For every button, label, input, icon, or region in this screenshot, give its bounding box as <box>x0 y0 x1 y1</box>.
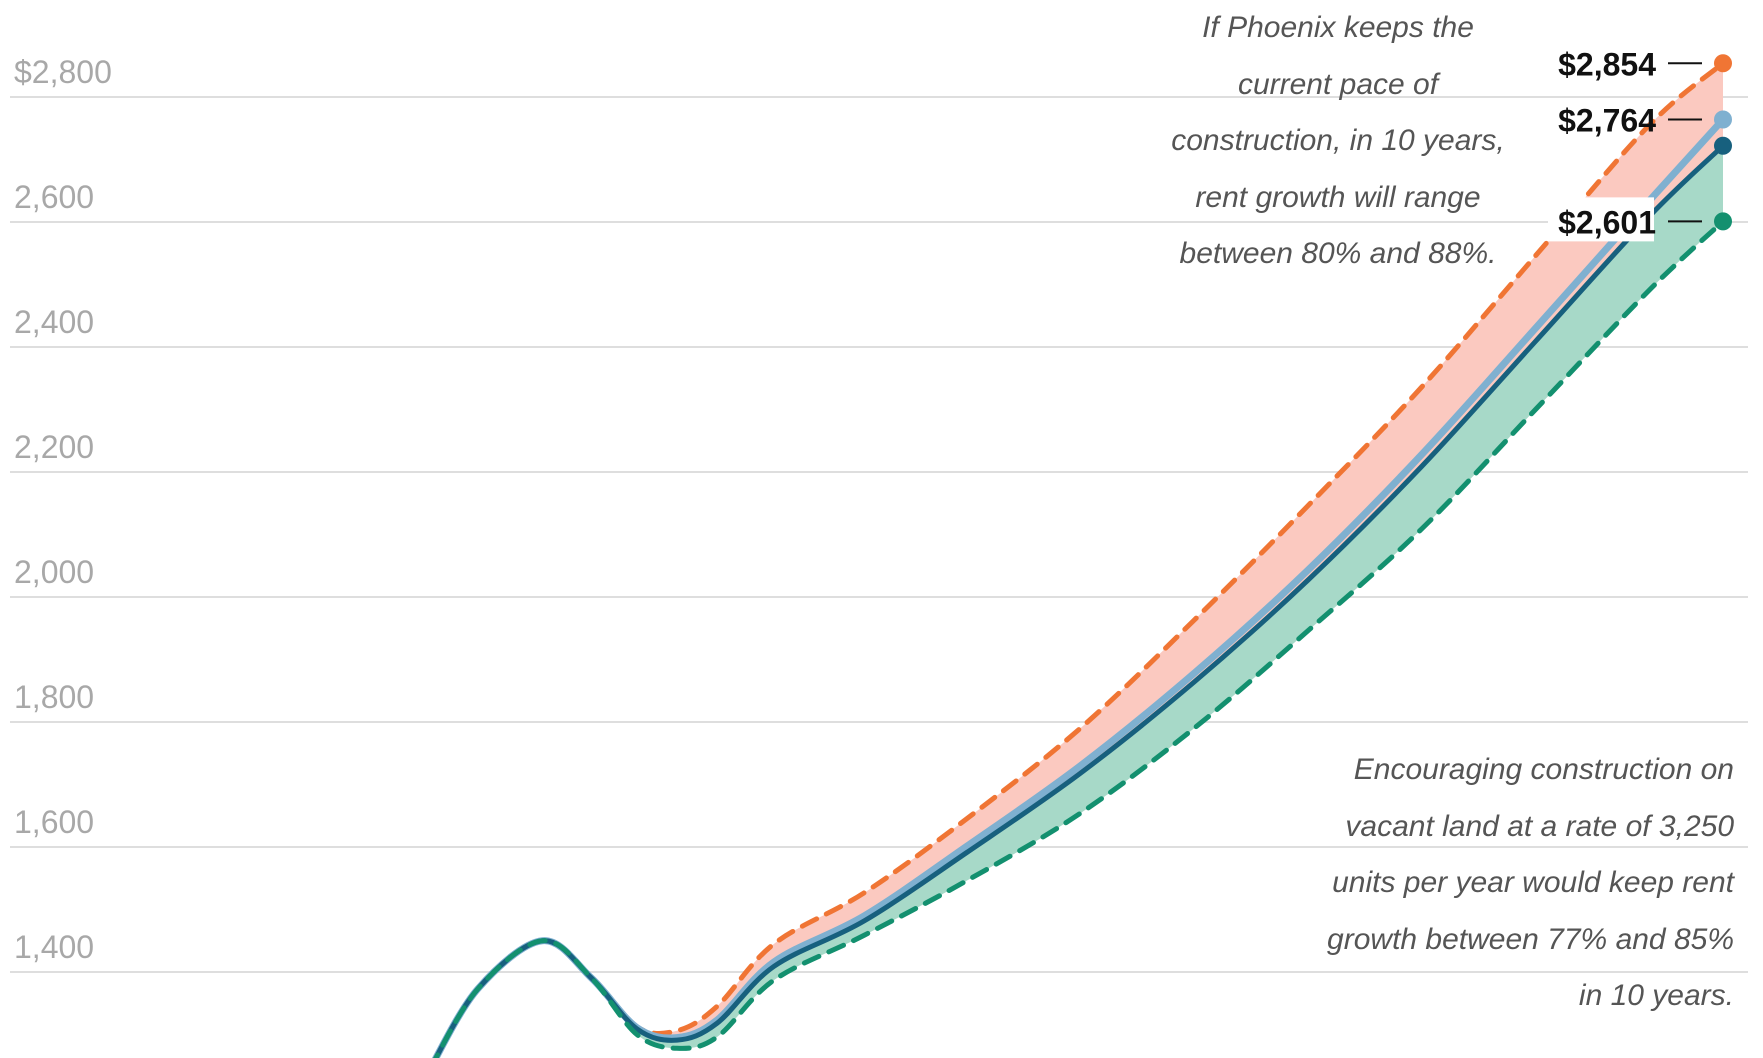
annotation-bottom-line: growth between 77% and 85% <box>1327 922 1734 956</box>
annotation-top-line: rent growth will range <box>1195 180 1481 214</box>
end-label-central-light: $2,764 <box>1558 103 1656 139</box>
end-dot-central-light <box>1714 110 1732 129</box>
annotation-bottom-line: Encouraging construction on <box>1353 753 1734 786</box>
end-dot-central <box>1714 136 1732 155</box>
annotation-top-line: construction, in 10 years, <box>1171 124 1505 157</box>
end-label-bg <box>1548 197 1654 242</box>
y-tick-label: 2,200 <box>14 429 94 465</box>
annotation-top-line: If Phoenix keeps the <box>1202 11 1474 44</box>
series-line-high <box>433 60 1726 1058</box>
annotation-bottom-line: in 10 years. <box>1578 979 1734 1012</box>
annotation-top: If Phoenix keeps the current pace of con… <box>1118 0 1558 283</box>
end-label-high: $2,854 <box>1558 46 1656 82</box>
y-tick-label: 1,600 <box>14 804 94 840</box>
annotation-top-line: current pace of <box>1237 67 1439 101</box>
series-line-central <box>433 143 1726 1058</box>
annotation-top-line: between 80% and 88%. <box>1179 237 1497 270</box>
end-dot-low <box>1714 212 1732 231</box>
end-dot-high <box>1714 54 1732 73</box>
annotation-bottom: Encouraging construction on vacant land … <box>1214 742 1734 1025</box>
y-tick-label: 2,600 <box>14 179 94 215</box>
series-line-low <box>433 218 1726 1058</box>
y-tick-label: 2,000 <box>14 554 94 590</box>
y-tick-label: $2,800 <box>14 54 112 90</box>
annotation-bottom-line: units per year would keep rent <box>1332 866 1734 899</box>
y-tick-label: 1,800 <box>14 679 94 715</box>
annotation-bottom-line: vacant land at a rate of 3,250 <box>1345 809 1734 843</box>
end-label-low: $2,601 <box>1558 204 1656 240</box>
y-tick-label: 2,400 <box>14 304 94 340</box>
y-tick-label: 1,400 <box>14 929 94 965</box>
